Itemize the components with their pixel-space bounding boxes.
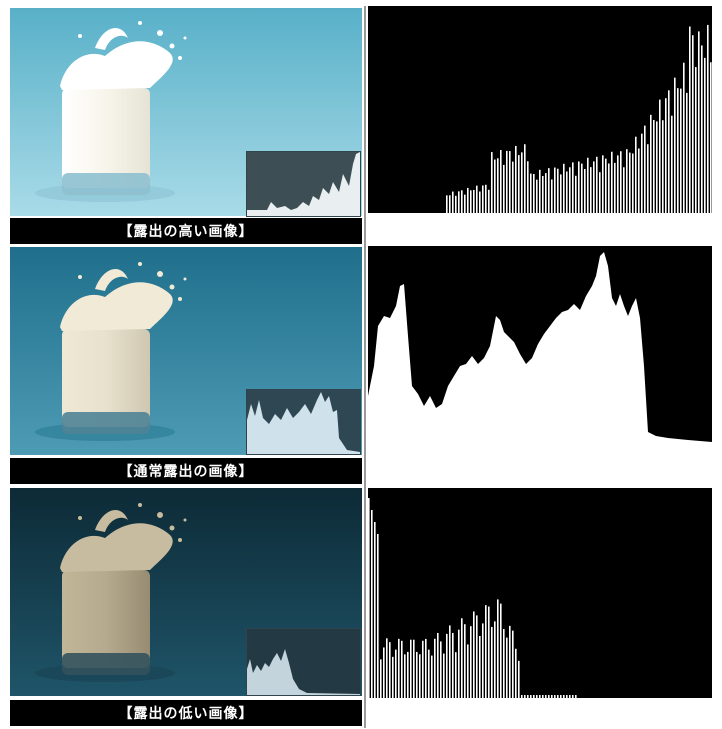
photo-high-exposure <box>10 8 362 216</box>
caption-normal-exposure: 【通常露出の画像】 <box>10 458 362 484</box>
inset-histogram-high <box>246 151 361 217</box>
inset-histogram-low <box>246 628 361 696</box>
center-divider <box>364 6 366 728</box>
inset-histogram-normal <box>246 389 361 455</box>
caption-low-exposure: 【露出の低い画像】 <box>10 700 362 726</box>
histogram-normal-exposure <box>368 246 712 453</box>
histogram-low-exposure <box>368 488 712 698</box>
caption-high-exposure: 【露出の高い画像】 <box>10 218 362 244</box>
histogram-high-exposure <box>368 6 712 213</box>
